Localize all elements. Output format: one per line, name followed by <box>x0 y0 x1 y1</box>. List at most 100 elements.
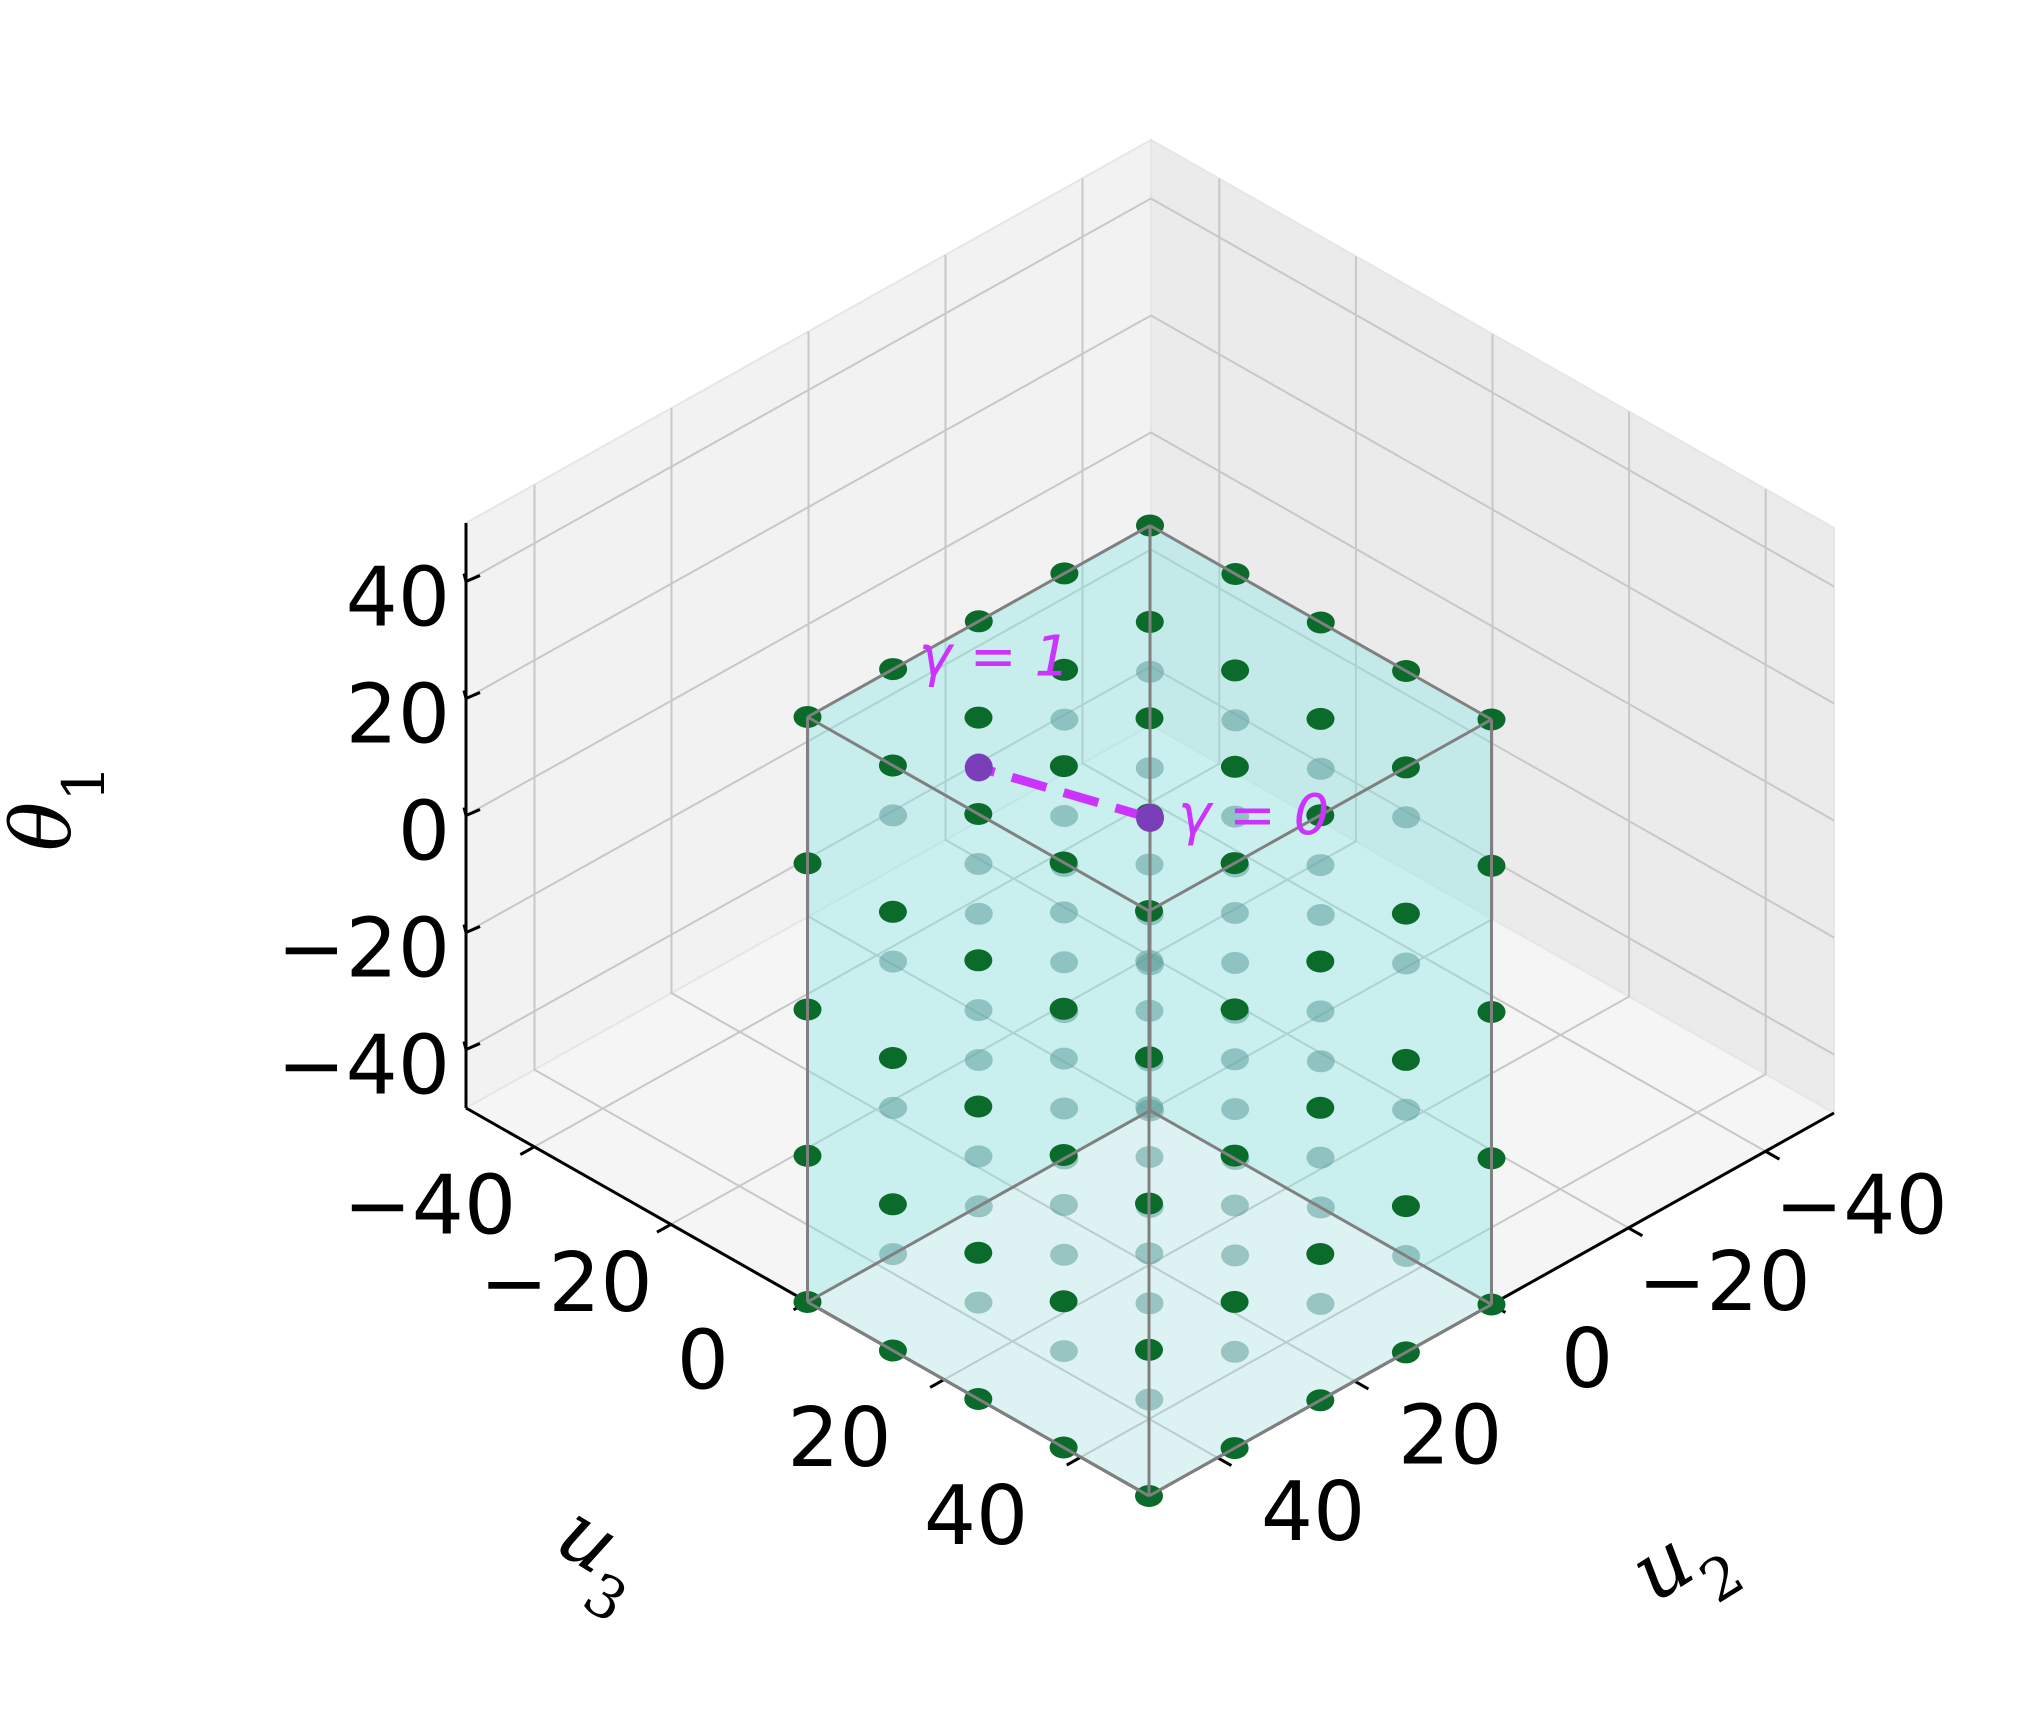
gridline-u2 <box>670 408 1355 1382</box>
tick-theta1-inner <box>465 925 481 934</box>
tick-label-u3: 20 <box>787 1391 891 1486</box>
tick-u3 <box>929 1378 945 1389</box>
grid-point <box>878 1193 907 1216</box>
tick-label-u2: 0 <box>1561 1312 1613 1407</box>
tick-u3 <box>656 1223 672 1234</box>
tick-u2 <box>1764 1149 1781 1161</box>
grid-point <box>1220 1194 1249 1217</box>
grid-point <box>1306 1096 1335 1119</box>
grid-point <box>964 852 993 875</box>
tick-label-u2: 40 <box>1261 1465 1365 1560</box>
grid-point <box>1392 1098 1421 1121</box>
grid-point <box>1306 854 1335 877</box>
grid-point <box>1220 998 1249 1021</box>
grid-point <box>1306 904 1335 926</box>
grid-point <box>1220 1290 1249 1313</box>
grid-point <box>964 1095 993 1118</box>
gridline-theta1 <box>465 431 1835 822</box>
grid-point <box>1220 902 1249 924</box>
grid-point <box>964 949 993 972</box>
gamma-0-label: γ = 0 <box>1178 783 1329 848</box>
grid-point <box>1391 1195 1420 1218</box>
tick-u2 <box>1216 1456 1233 1467</box>
grid-point <box>1221 1098 1250 1121</box>
grid-point <box>1306 707 1335 730</box>
tick-theta1-inner <box>465 574 481 583</box>
grid-point <box>1050 1097 1079 1120</box>
region-box-edges <box>806 524 1493 1498</box>
gridline-u3 <box>1080 489 1767 1459</box>
grid-point <box>964 999 993 1022</box>
grid-point <box>879 950 908 973</box>
grid-point <box>878 1047 907 1069</box>
axis-label-u2: u2 <box>1614 1493 1755 1645</box>
grid-point <box>1221 709 1250 732</box>
region-box-edge <box>1149 524 1493 721</box>
gridline-theta1 <box>465 197 1835 588</box>
tick-theta1-inner <box>465 1042 481 1051</box>
grid-point <box>1221 805 1250 828</box>
grid-point <box>1306 1050 1335 1073</box>
grid-point <box>964 706 993 729</box>
grid-point <box>964 902 993 925</box>
grid-point <box>1049 1144 1078 1166</box>
tick-label-theta1: −20 <box>277 902 450 997</box>
region-box-edge <box>1148 1303 1493 1498</box>
grid-point <box>1392 952 1421 975</box>
tick-u3 <box>519 1145 536 1156</box>
tick-theta1-inner <box>465 691 481 700</box>
tick-u2 <box>1353 1379 1370 1391</box>
grid-point <box>1049 1340 1078 1363</box>
grid-point <box>1392 806 1421 829</box>
gamma-path: γ = 0 γ = 1 <box>919 625 1329 849</box>
gridline-u3 <box>533 178 1221 1148</box>
grid-point <box>1049 1193 1078 1216</box>
grid-point <box>1050 1243 1079 1266</box>
gamma-0-point <box>1136 804 1164 832</box>
grid-point <box>1049 1290 1078 1313</box>
grid-point <box>1050 805 1079 827</box>
grid-point <box>1391 1048 1420 1071</box>
gridline-u2 <box>1081 178 1766 1153</box>
grid-point <box>1221 659 1250 682</box>
grid-point <box>1306 1000 1335 1023</box>
tick-label-u3: −40 <box>343 1158 516 1253</box>
tick-label-theta1: 0 <box>398 785 450 880</box>
grid-point <box>964 1241 993 1264</box>
grid-point <box>1391 902 1420 925</box>
axis-label-u3: u3 <box>527 1485 667 1637</box>
tick-label-u2: −40 <box>1775 1159 1948 1254</box>
tick-label-u3: −20 <box>480 1236 653 1331</box>
tick-label-u3: 0 <box>677 1314 729 1409</box>
tick-label-u3: 40 <box>924 1469 1028 1564</box>
tick-u2 <box>1627 1226 1644 1238</box>
region-box-edge <box>806 1300 1150 1498</box>
grid-point <box>1306 757 1335 780</box>
grid-point <box>1050 708 1079 731</box>
grid-point <box>1049 755 1078 778</box>
gridline-u2 <box>533 484 1218 1459</box>
tick-label-u2: 20 <box>1398 1388 1502 1483</box>
grid-point <box>1050 658 1079 681</box>
region-box-edge <box>1149 1109 1493 1306</box>
tick-label-theta1: 20 <box>346 668 450 763</box>
gridline-u2 <box>944 254 1629 1229</box>
grid-point <box>1221 1244 1250 1267</box>
grid-point <box>1306 950 1335 973</box>
grid-point <box>1306 1243 1335 1265</box>
region-box-edge <box>1148 718 1493 913</box>
tick-theta1-inner <box>465 808 481 817</box>
gridline-u3 <box>943 411 1631 1381</box>
tick-label-u2: −20 <box>1638 1235 1811 1330</box>
grid-point <box>1050 951 1079 974</box>
grid-point <box>1306 1146 1335 1169</box>
grid-point <box>878 900 907 923</box>
gamma-1-label: γ = 1 <box>919 625 1070 690</box>
grid-point <box>879 804 908 827</box>
grid-point <box>1220 755 1249 778</box>
grid-point <box>1220 1340 1249 1363</box>
tick-label-theta1: −40 <box>277 1019 450 1114</box>
tick-u3 <box>1066 1455 1082 1467</box>
grid-point <box>1221 951 1250 974</box>
